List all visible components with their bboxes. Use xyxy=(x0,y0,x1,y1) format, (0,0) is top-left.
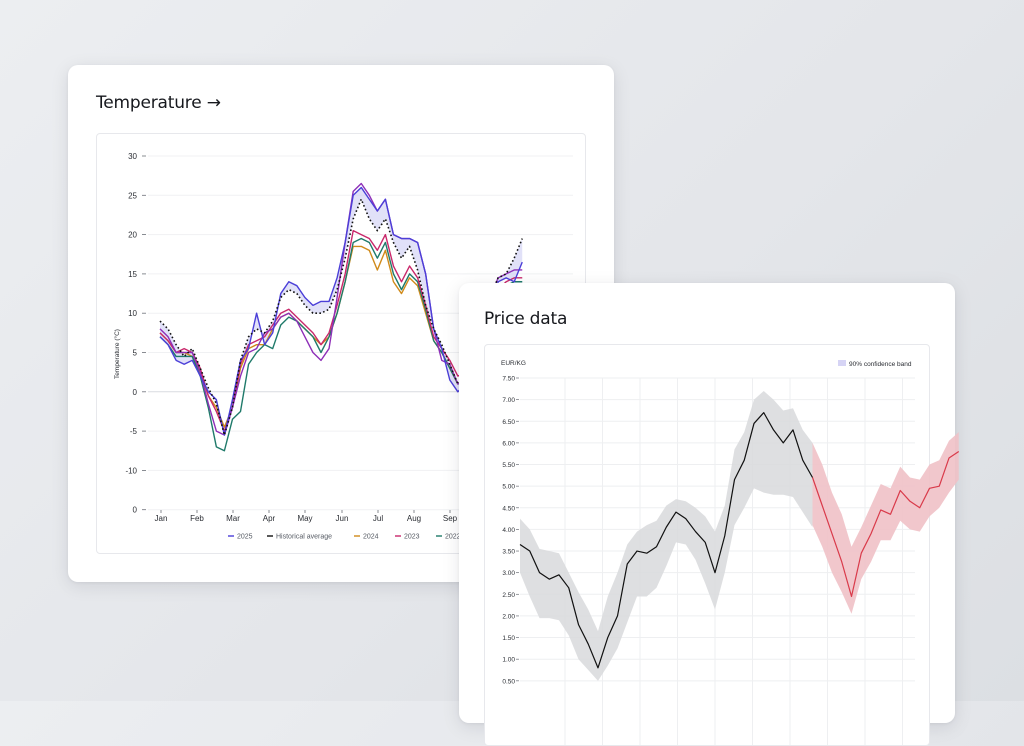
price-y-axis-label: EUR/KG xyxy=(501,360,526,367)
price-y-tick-label: 0.50 xyxy=(502,678,515,685)
temperature-y-tick-label: 15 xyxy=(128,270,137,279)
price-history-confidence-band xyxy=(520,390,813,681)
temperature-y-tick-label: 0 xyxy=(133,388,138,397)
price-forecast-confidence-band xyxy=(812,432,959,614)
price-y-tick-label: 5.50 xyxy=(502,462,515,469)
temperature-legend-item-2025[interactable]: 2025 xyxy=(228,534,253,541)
temperature-x-tick-label: Jan xyxy=(155,514,168,523)
price-series-forecast[interactable] xyxy=(811,451,960,598)
price-y-tick-label: 2.00 xyxy=(502,613,515,620)
price-chart: 7.50 7.00 6.50 6.00 5.50 5.00 4.50 4.00 3.50 3.00… xyxy=(501,360,960,745)
temperature-x-tick-label: Jul xyxy=(373,514,383,523)
temperature-y-tick-label: -10 xyxy=(125,466,137,475)
price-y-tick-label: 1.50 xyxy=(502,635,515,642)
price-legend-confidence-band: 90% confidence band xyxy=(838,360,912,368)
temperature-x-tick-label: Jun xyxy=(336,514,349,523)
price-y-tick-label: 3.00 xyxy=(502,570,515,577)
price-y-tick-label: 6.50 xyxy=(502,419,515,426)
temperature-legend-item-historical-average[interactable]: Historical average xyxy=(267,534,332,541)
temperature-legend-item-2022[interactable]: 2022 xyxy=(436,534,461,541)
temperature-y-tick-label: 25 xyxy=(128,191,137,200)
price-card: Price data 7.50 7.00 6.50 6.00 5.50 5.00 4.50 4… xyxy=(459,283,960,746)
temperature-legend-item-2024[interactable]: 2024 xyxy=(354,534,379,541)
temperature-y-tick-label: 5 xyxy=(133,349,138,358)
price-y-tick-label: 7.50 xyxy=(502,376,515,383)
price-y-tick-label: 5.00 xyxy=(502,484,515,491)
temperature-x-tick-label: Feb xyxy=(190,514,204,523)
temperature-y-axis-label: Temperature (°C) xyxy=(113,329,121,379)
svg-text:90% confidence band: 90% confidence band xyxy=(849,361,912,368)
temperature-y-tick-label: 20 xyxy=(128,231,137,240)
temperature-y-tick-label: 0 xyxy=(133,506,138,515)
price-y-tick-label: 1.00 xyxy=(502,657,515,664)
temperature-y-tick-label: 10 xyxy=(128,309,137,318)
price-y-tick-label: 4.00 xyxy=(502,527,515,534)
svg-text:2022: 2022 xyxy=(445,534,461,541)
temperature-x-tick-label: Aug xyxy=(407,514,421,523)
temperature-title[interactable]: Temperature → xyxy=(96,93,221,113)
price-y-tick-label: 7.00 xyxy=(502,397,515,404)
temperature-x-tick-label: May xyxy=(297,514,312,523)
svg-text:2024: 2024 xyxy=(363,534,379,541)
svg-text:Historical average: Historical average xyxy=(276,534,332,541)
price-y-tick-label: 3.50 xyxy=(502,549,515,556)
svg-text:2023: 2023 xyxy=(404,534,420,541)
price-y-tick-label: 6.00 xyxy=(502,440,515,447)
temperature-x-tick-label: Apr xyxy=(263,514,276,523)
svg-text:2025: 2025 xyxy=(237,534,253,541)
price-chart-frame: 7.50 7.00 6.50 6.00 5.50 5.00 4.50 4.00 3.50 3.00… xyxy=(484,344,960,746)
price-title: Price data xyxy=(484,309,568,329)
price-y-tick-label: 2.50 xyxy=(502,592,515,599)
temperature-x-tick-label: Mar xyxy=(226,514,240,523)
temperature-legend-item-2023[interactable]: 2023 xyxy=(395,534,420,541)
temperature-x-tick-label: Sep xyxy=(443,514,458,523)
temperature-y-tick-label: -5 xyxy=(130,427,138,436)
temperature-y-tick-label: 30 xyxy=(128,152,137,161)
price-y-tick-label: 4.50 xyxy=(502,505,515,512)
price-series-history[interactable] xyxy=(519,412,814,669)
